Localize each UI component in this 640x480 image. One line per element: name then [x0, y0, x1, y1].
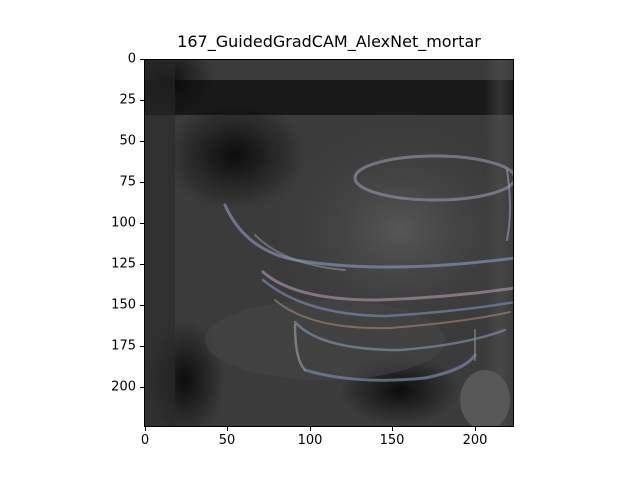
x-tick-label: 50: [218, 433, 236, 448]
y-tick-mark: [140, 223, 144, 224]
x-tick-mark: [227, 427, 228, 431]
y-tick-mark: [140, 346, 144, 347]
y-tick-label: 75: [119, 174, 136, 190]
y-tick-mark: [140, 100, 144, 101]
y-tick-mark: [140, 182, 144, 183]
y-tick-label: 125: [111, 256, 136, 272]
y-tick-mark: [140, 305, 144, 306]
y-tick-label: 100: [111, 215, 136, 231]
y-tick-mark: [140, 141, 144, 142]
figure-title: 167_GuidedGradCAM_AlexNet_mortar: [177, 32, 481, 51]
x-tick-mark: [392, 427, 393, 431]
x-tick-mark: [475, 427, 476, 431]
y-tick-label: 150: [111, 297, 136, 313]
y-tick-mark: [140, 264, 144, 265]
y-tick-label: 25: [119, 92, 136, 108]
y-tick-label: 50: [119, 133, 136, 149]
x-tick-mark: [145, 427, 146, 431]
y-tick-label: 200: [111, 379, 136, 395]
y-tick-mark: [140, 387, 144, 388]
x-tick-mark: [310, 427, 311, 431]
x-tick-label: 150: [379, 433, 405, 448]
x-tick-label: 200: [462, 433, 488, 448]
image-axes: [144, 59, 514, 427]
x-tick-label: 0: [140, 433, 150, 448]
y-tick-mark: [140, 59, 144, 60]
y-tick-label: 0: [127, 51, 136, 67]
x-tick-label: 100: [297, 433, 323, 448]
guided-gradcam-mortar-image: [145, 60, 513, 426]
y-tick-label: 175: [111, 338, 136, 354]
